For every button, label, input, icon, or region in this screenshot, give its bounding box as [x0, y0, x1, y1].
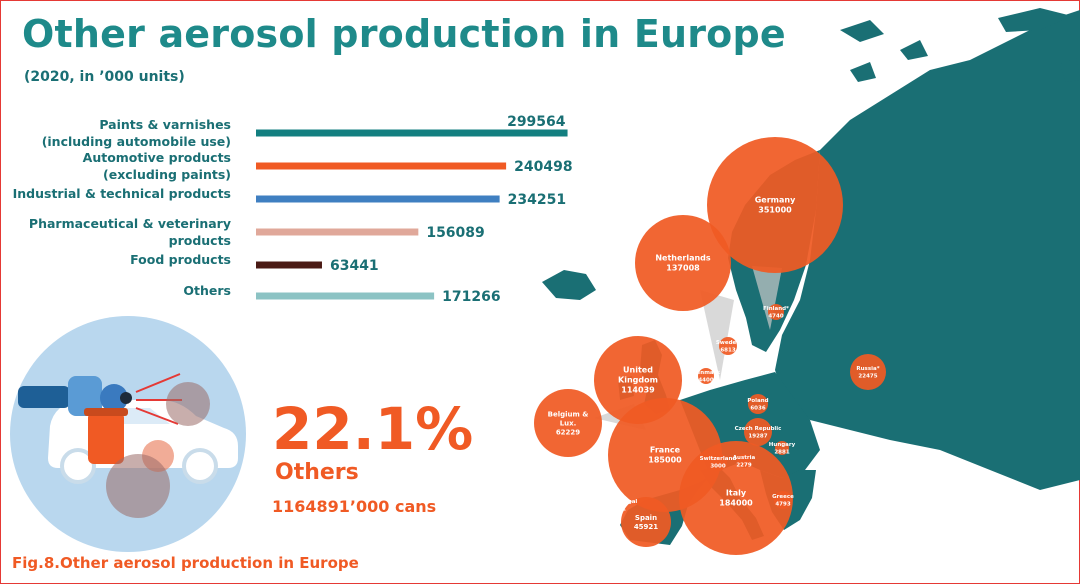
category-label: Paints & varnishes: [99, 117, 231, 132]
country-value: 62229: [556, 428, 580, 436]
country-label: Austria: [733, 455, 756, 461]
country-bubble: [774, 491, 792, 509]
country-label: France: [650, 446, 681, 455]
country-label: Germany: [755, 196, 796, 205]
country-label: Denmark: [692, 370, 720, 376]
country-bubble: [709, 453, 727, 471]
country-value: 22475: [858, 374, 877, 380]
country-value: 2279: [736, 463, 751, 469]
value-label: 63441: [330, 258, 379, 274]
bar: [256, 292, 435, 300]
country-label: Russia*: [856, 366, 879, 372]
country-bubble: [621, 497, 671, 547]
category-label: Food products: [130, 252, 231, 267]
spray-cloud: [166, 382, 210, 426]
bar: [256, 162, 507, 170]
highlight-total: 1164891’000 cans: [272, 497, 437, 516]
category-label: (excluding paints): [103, 167, 231, 182]
country-bubble: [744, 418, 772, 446]
bar: [256, 261, 322, 269]
country-label: Sweden: [716, 340, 740, 346]
country-label: Poland: [747, 398, 768, 404]
spray-gun-icon: [18, 373, 182, 464]
category-label: Automotive products: [83, 150, 231, 165]
spray-car-illustration: [10, 316, 246, 552]
country-value: 2881: [774, 450, 789, 456]
country-bubble: [635, 215, 731, 311]
category-label: Pharmaceutical & veterinary: [29, 216, 231, 231]
bar: [256, 129, 568, 137]
country-value: 3000: [710, 464, 725, 470]
country-label: Lux.: [560, 419, 577, 427]
category-label: (including automobile use): [42, 134, 231, 149]
country-value: 137008: [666, 264, 700, 273]
country-bubble: [768, 304, 784, 320]
category-label: products: [169, 233, 231, 248]
category-label: Industrial & technical products: [13, 186, 231, 201]
value-label: 234251: [508, 192, 566, 208]
country-bubble: [719, 337, 737, 355]
page-title: Other aerosol production in Europe: [22, 12, 786, 56]
country-value: 19287: [748, 434, 767, 440]
country-value: 351000: [758, 206, 792, 215]
country-bubble: [698, 368, 714, 384]
country-bubble: [748, 394, 768, 414]
country-value: 45921: [634, 523, 658, 531]
country-label: Belgium &: [548, 410, 589, 418]
country-value: 114039: [621, 386, 655, 395]
spray-cloud: [106, 454, 170, 518]
country-label: Netherlands: [655, 254, 711, 263]
page-subtitle: (2020, in ’000 units): [24, 69, 185, 85]
country-label: Spain: [635, 514, 657, 522]
value-label: 299564: [507, 114, 566, 130]
bar: [256, 228, 419, 236]
figure-caption: Fig.8.Other aerosol production in Europe: [12, 554, 359, 572]
country-bubble: [850, 354, 886, 390]
country-value: 4793: [775, 502, 790, 508]
country-value: 185000: [648, 456, 682, 465]
country-label: Italy: [726, 489, 747, 498]
country-value: 6036: [750, 406, 765, 412]
country-label: Greece: [772, 494, 794, 500]
country-value: 1: [622, 507, 626, 513]
country-label: Hungary: [769, 442, 796, 448]
country-value: 4740: [768, 314, 783, 320]
country-value: 4400: [698, 378, 713, 384]
country-label: Kingdom: [618, 376, 658, 385]
country-bubble: [594, 336, 682, 424]
bar-chart: Paints & varnishes (including automobile …: [13, 114, 573, 305]
country-value: 184000: [719, 499, 753, 508]
country-label: United: [623, 366, 653, 375]
country-label: Switzerland: [700, 456, 737, 462]
country-value: 6813: [720, 348, 735, 354]
country-label: Czech Republic: [735, 426, 782, 432]
country-bubble: [707, 137, 843, 273]
highlight-percent: 22.1%: [272, 395, 474, 463]
country-bubble: [534, 389, 602, 457]
value-label: 156089: [426, 225, 484, 241]
category-label: Others: [183, 283, 231, 298]
highlight-label: Others: [275, 460, 359, 485]
country-bubble: [737, 454, 751, 468]
country-bubble: [679, 441, 793, 555]
country-label: Portugal: [611, 499, 638, 505]
country-bubble: [775, 441, 789, 455]
country-label: Finland*: [763, 306, 789, 312]
bar: [256, 195, 500, 203]
value-label: 171266: [442, 289, 500, 305]
value-label: 240498: [514, 159, 572, 175]
